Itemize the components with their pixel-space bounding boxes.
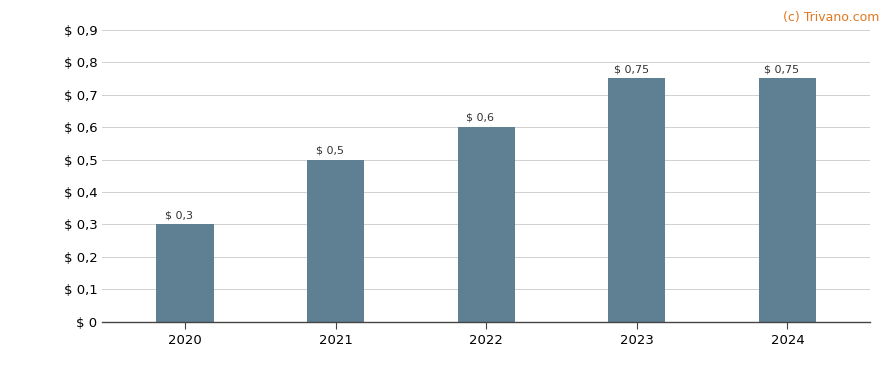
Bar	[758, 78, 816, 322]
Bar	[457, 127, 515, 322]
Bar	[608, 78, 665, 322]
Text: (c) Trivano.com: (c) Trivano.com	[782, 11, 879, 24]
Bar	[156, 225, 214, 322]
Bar	[307, 159, 364, 322]
Text: $ 0,3: $ 0,3	[165, 210, 194, 220]
Text: $ 0,5: $ 0,5	[316, 145, 344, 155]
Text: $ 0,6: $ 0,6	[466, 113, 495, 123]
Text: $ 0,75: $ 0,75	[614, 64, 648, 74]
Text: $ 0,75: $ 0,75	[764, 64, 799, 74]
